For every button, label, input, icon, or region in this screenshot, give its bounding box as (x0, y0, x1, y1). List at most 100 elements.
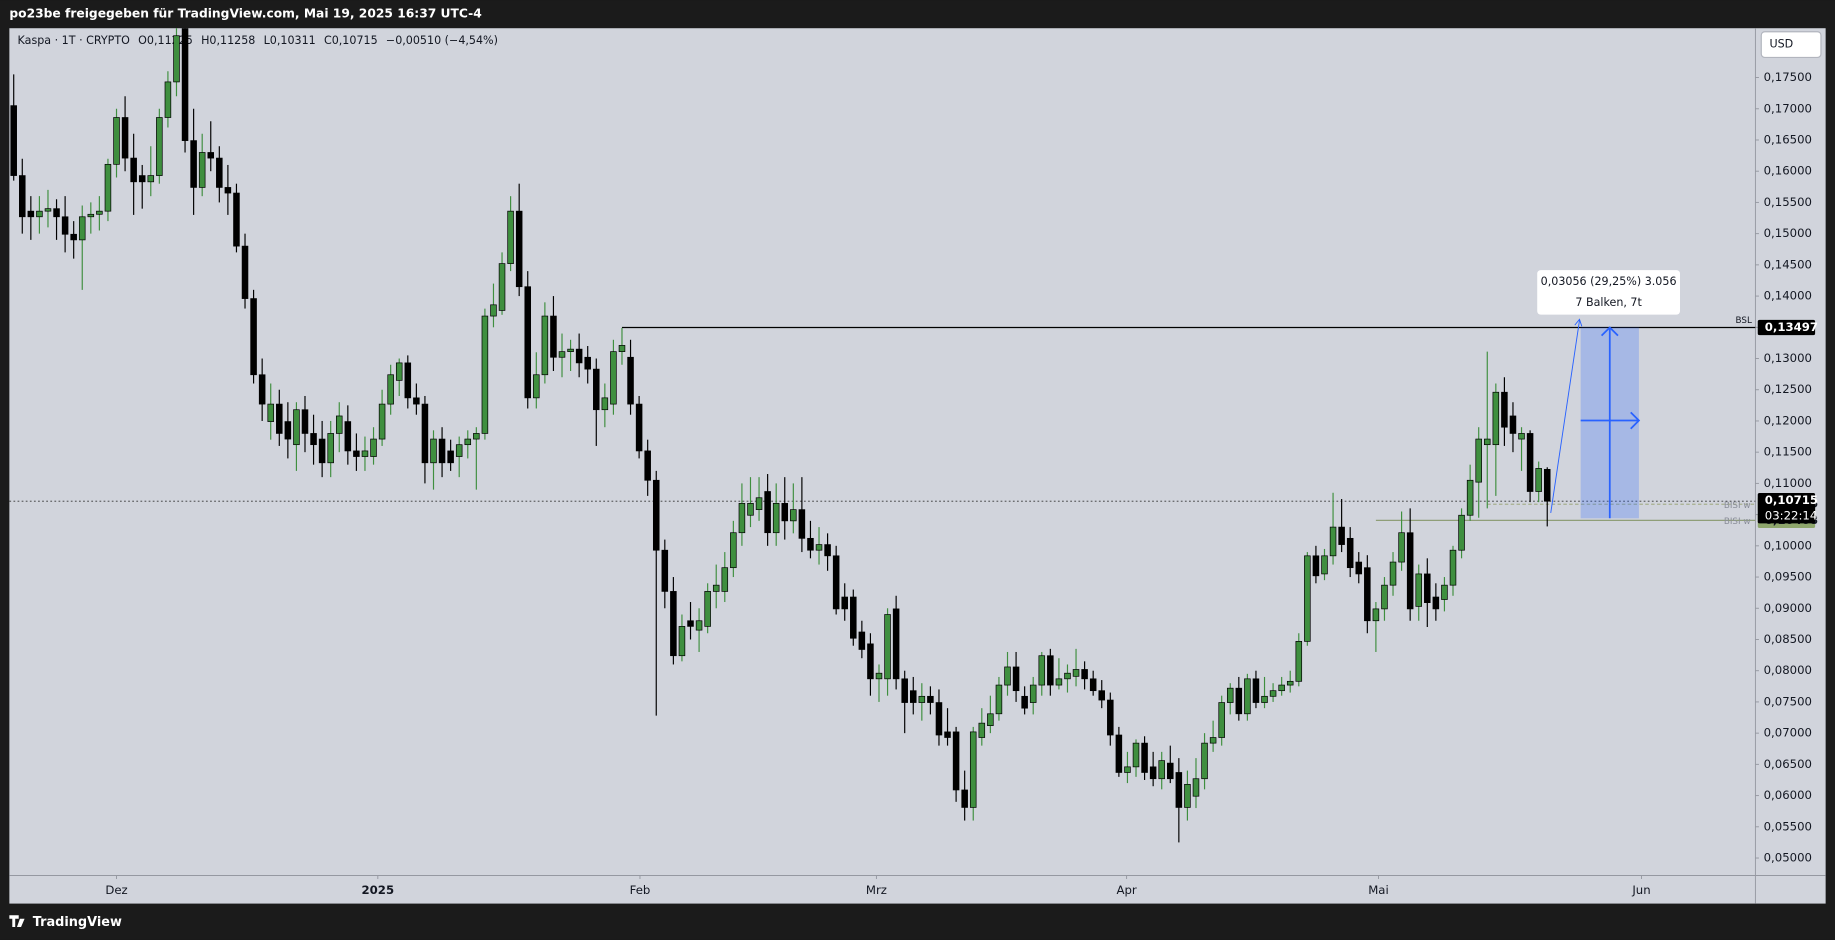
candle-body (1509, 415, 1517, 434)
candle-body (978, 722, 986, 738)
candle-body (241, 245, 249, 299)
candle-body (1484, 438, 1491, 446)
candle-body (935, 702, 943, 736)
y-tick-label: 0,12000 (1764, 413, 1812, 427)
y-tick-label: 0,07500 (1764, 694, 1812, 708)
candle-body (961, 789, 968, 808)
candle-body (1184, 783, 1191, 808)
candle-body (721, 567, 729, 592)
x-tick-label: Mrz (866, 883, 887, 897)
candle-body (515, 210, 523, 288)
candle-body (1398, 532, 1405, 563)
candle-body (1209, 737, 1217, 744)
y-tick-label: 0,05000 (1764, 851, 1812, 865)
candle-body (1244, 678, 1251, 715)
y-tick-label: 0,08500 (1764, 632, 1812, 646)
candle-body (1432, 596, 1440, 610)
candle-body (1501, 391, 1508, 428)
currency-box[interactable] (1760, 31, 1822, 59)
candle-body (772, 503, 780, 534)
candle-body (635, 403, 643, 452)
candle-body (1132, 742, 1140, 768)
plot: BSL BISI w BISI w 0,03056 (29,25%) 3.056 7 B… (9, 28, 1756, 843)
candle-body (652, 479, 660, 551)
candle-body (301, 409, 309, 434)
candle-body (1072, 669, 1080, 677)
candle-body (1286, 680, 1294, 686)
candle-body (1329, 526, 1337, 557)
candle-body (258, 374, 266, 405)
candle-body (190, 140, 197, 188)
candle-body (1029, 684, 1037, 703)
x-tick-label: Jun (1631, 883, 1650, 897)
candle-body (1535, 468, 1542, 492)
candle-body (353, 450, 360, 457)
candle-body (224, 187, 232, 194)
price-tag-countdown: 03:22:14 (1765, 508, 1818, 522)
candle-body (781, 503, 789, 522)
candle-body (70, 233, 77, 241)
candle-body (1389, 561, 1397, 586)
candle-body (1364, 567, 1371, 622)
currency[interactable]: USD (1769, 38, 1793, 51)
axes: 0,05000 0,05500 0,06000 0,06500 0,07000 0,075… (105, 70, 1818, 897)
y-tick-label: 0,09000 (1764, 601, 1812, 615)
price-tag-label: 0,10715 (1765, 493, 1818, 507)
candle-body (1055, 678, 1063, 686)
legend-value: H0,11258 (201, 34, 255, 47)
y-tick-label: 0,14000 (1764, 289, 1812, 303)
candle-body (884, 614, 891, 680)
candle-body (207, 152, 215, 159)
candle-body (687, 620, 694, 627)
y-tick-label: 0,06500 (1764, 757, 1812, 771)
candle-body (498, 263, 506, 311)
candle-body (61, 216, 69, 235)
candle-body (867, 643, 874, 680)
candle-body (1261, 695, 1268, 703)
candle-body (841, 596, 848, 610)
price-tag-label: 0,13497 (1765, 320, 1818, 334)
candle-body (567, 348, 574, 352)
candle-body (1012, 666, 1020, 692)
candle-body (1449, 549, 1457, 586)
candle-body (250, 298, 257, 376)
candle-body (969, 731, 977, 808)
measure-sublabel: 7 Balken, 7t (1575, 296, 1642, 309)
candle-body (824, 544, 831, 557)
candle-body (1167, 762, 1174, 780)
candle-body (1338, 526, 1345, 545)
candle-body (104, 163, 112, 212)
candle-body (704, 591, 711, 627)
candle-body (1543, 468, 1551, 502)
candle-body (995, 684, 1003, 715)
x-tick-label: Feb (630, 883, 651, 897)
candle-body (661, 549, 669, 592)
y-tick-label: 0,14500 (1764, 257, 1812, 271)
candle-body (601, 397, 609, 411)
candle-body (1149, 766, 1157, 780)
candle-body (1064, 672, 1071, 680)
candle-body (490, 304, 497, 317)
candle-body (173, 35, 180, 83)
candle-body (1252, 678, 1260, 703)
x-tick-label: Dez (105, 883, 127, 897)
candle-body (430, 438, 437, 464)
header: po23be freigegeben für TradingView.com, … (9, 7, 481, 21)
candle-body (901, 678, 908, 703)
bisi-label: BISI w (1724, 517, 1751, 527)
candle-body (858, 631, 866, 650)
candle-body (1518, 433, 1525, 440)
candle-body (1372, 608, 1380, 622)
candle-body (455, 444, 463, 457)
candle-body (730, 532, 737, 569)
candle-body (87, 213, 95, 218)
candle-body (678, 626, 686, 657)
candle-body (27, 210, 35, 218)
candle-body (121, 117, 129, 159)
candle-body (807, 537, 814, 551)
candle-body (798, 509, 806, 539)
candle-body (918, 695, 926, 703)
candle-body (36, 210, 43, 218)
candle-body (584, 356, 591, 370)
y-tick-label: 0,13000 (1764, 351, 1812, 365)
